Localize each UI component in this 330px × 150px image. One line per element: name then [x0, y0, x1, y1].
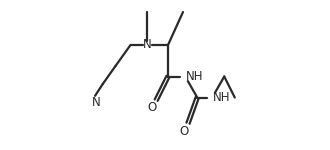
Text: N: N	[91, 96, 100, 109]
Text: O: O	[148, 101, 157, 114]
Text: O: O	[180, 125, 189, 138]
Text: NH: NH	[186, 70, 203, 83]
Text: N: N	[143, 39, 151, 51]
Text: NH: NH	[213, 91, 230, 104]
